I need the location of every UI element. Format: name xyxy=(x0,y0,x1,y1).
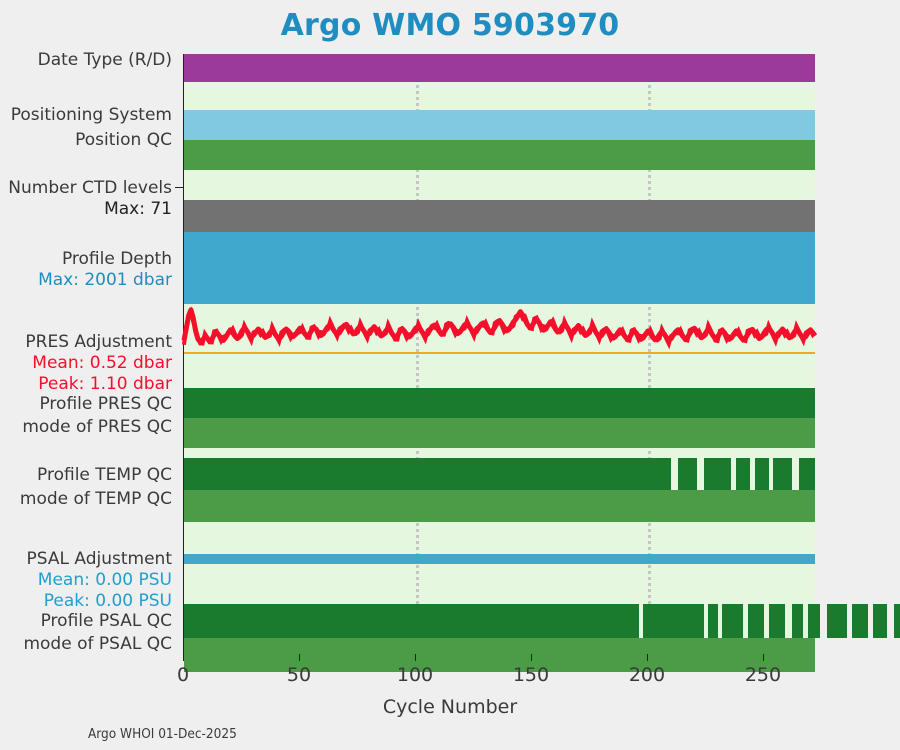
x-tick-label-150: 150 xyxy=(512,664,550,686)
band-profile-temp-qc xyxy=(736,458,751,490)
x-tick-label-200: 200 xyxy=(628,664,666,686)
x-tick-50 xyxy=(298,654,300,661)
x-tick-200 xyxy=(646,654,648,661)
band-profile-psal-qc xyxy=(708,604,718,638)
y-label-date-type: Date Type (R/D) xyxy=(37,50,172,70)
band-number-ctd-levels xyxy=(184,200,815,238)
band-profile-temp-qc xyxy=(798,458,815,490)
x-tick-0 xyxy=(183,654,184,661)
y-label-profile-psal-qc: Profile PSAL QC xyxy=(40,611,172,631)
band-profile-temp-qc xyxy=(754,458,769,490)
y-label-pres-adjustment: PRES Adjustment xyxy=(25,332,172,352)
band-profile-temp-qc xyxy=(703,458,732,490)
x-tick-150 xyxy=(530,654,532,661)
y-label-pres-adjustment-note1: Mean: 0.52 dbar xyxy=(32,353,172,373)
y-label-number-ctd-levels: Number CTD levels xyxy=(8,178,172,198)
x-tick-label-100: 100 xyxy=(396,664,434,686)
band-profile-psal-qc xyxy=(808,604,820,638)
y-label-mode-of-psal-qc: mode of PSAL QC xyxy=(23,634,172,654)
band-profile-temp-qc xyxy=(773,458,792,490)
band-mode-of-temp-qc xyxy=(184,490,815,522)
y-label-psal-adjustment-note1: Mean: 0.00 PSU xyxy=(37,570,172,590)
y-label-psal-adjustment-note2: Peak: 0.00 PSU xyxy=(43,591,172,611)
band-profile-psal-qc xyxy=(852,604,869,638)
band-mode-of-pres-qc xyxy=(184,418,815,448)
x-tick-label-250: 250 xyxy=(744,664,782,686)
plot-area xyxy=(181,54,900,672)
band-profile-psal-qc xyxy=(893,604,900,638)
band-profile-psal-qc xyxy=(722,604,744,638)
band-profile-psal-qc xyxy=(826,604,848,638)
x-tick-label-0: 0 xyxy=(176,664,190,686)
band-profile-temp-qc xyxy=(678,458,697,490)
band-profile-psal-qc xyxy=(872,604,887,638)
y-label-positioning-system: Positioning System xyxy=(10,105,172,125)
x-tick-label-50: 50 xyxy=(286,664,312,686)
band-profile-depth xyxy=(184,232,815,304)
band-profile-psal-qc xyxy=(643,604,704,638)
y-label-profile-temp-qc: Profile TEMP QC xyxy=(37,465,172,485)
x-axis-title: Cycle Number xyxy=(382,696,518,718)
y-label-number-ctd-levels-note1: Max: 71 xyxy=(104,199,172,219)
band-date-type xyxy=(184,54,815,82)
y-label-mode-of-temp-qc: mode of TEMP QC xyxy=(19,489,172,509)
y-label-profile-depth-note1: Max: 2001 dbar xyxy=(38,270,172,290)
gridline-cycle-100 xyxy=(415,54,419,654)
y-label-profile-pres-qc: Profile PRES QC xyxy=(39,394,172,414)
credit-text: Argo WHOI 01-Dec-2025 xyxy=(88,726,237,742)
y-label-pres-adjustment-note2: Peak: 1.10 dbar xyxy=(38,374,172,394)
page-title: Argo WMO 5903970 xyxy=(280,8,620,43)
band-profile-psal-qc xyxy=(184,604,639,638)
y-label-position-qc: Position QC xyxy=(75,130,172,150)
y-label-mode-of-pres-qc: mode of PRES QC xyxy=(22,417,172,437)
y-axis-tick-ctd xyxy=(175,187,183,188)
series-pres-adjustment xyxy=(181,306,818,350)
y-label-psal-adjustment: PSAL Adjustment xyxy=(26,549,172,569)
baseline-pres-adjustment xyxy=(184,352,815,354)
band-profile-psal-qc xyxy=(791,604,804,638)
band-positioning-system xyxy=(184,110,815,140)
band-mode-of-psal-qc xyxy=(184,638,815,672)
band-position-qc xyxy=(184,140,815,170)
line-psal-adjustment xyxy=(184,554,815,564)
y-label-profile-depth: Profile Depth xyxy=(61,249,172,269)
band-profile-psal-qc xyxy=(747,604,764,638)
band-profile-psal-qc xyxy=(768,604,785,638)
band-profile-temp-qc xyxy=(184,458,672,490)
gridline-cycle-200 xyxy=(647,54,651,654)
x-tick-100 xyxy=(414,654,416,661)
x-tick-250 xyxy=(762,654,764,661)
band-profile-pres-qc xyxy=(184,388,815,418)
